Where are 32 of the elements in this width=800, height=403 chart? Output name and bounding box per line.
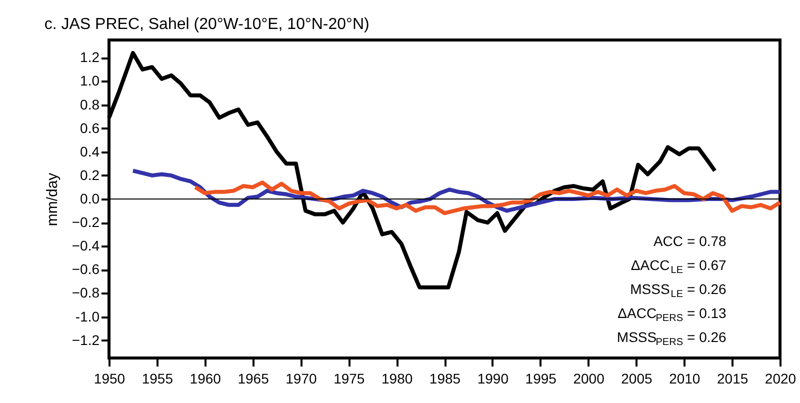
x-tick-label: 2010 — [669, 370, 700, 386]
y-tick-label: 1.2 — [80, 49, 100, 66]
x-tick-label: 1970 — [286, 370, 317, 386]
x-tick-label: 1955 — [142, 370, 174, 386]
y-tick-label: 0.2 — [80, 166, 100, 183]
x-tick-label: 1980 — [381, 370, 413, 386]
x-tick-label: 2000 — [573, 370, 605, 386]
y-tick-label: −0.6 — [72, 261, 100, 278]
y-tick-label: 0.6 — [80, 120, 100, 136]
annotation: ACC = 0.78 — [653, 233, 727, 249]
x-tick-label: 2015 — [716, 370, 748, 386]
x-tick-label: 1995 — [525, 370, 557, 386]
x-tick-label: 2005 — [621, 370, 652, 386]
x-tick-label: 1975 — [334, 370, 365, 386]
chart-title: c. JAS PREC, Sahel (20°W-10°E, 10°N-20°N) — [44, 16, 370, 33]
x-tick-label: 1985 — [429, 370, 461, 386]
y-tick-label: −0.8 — [72, 284, 100, 301]
line-series — [193, 180, 782, 216]
y-tick-label: 0.8 — [80, 96, 100, 112]
x-tick-label: 1960 — [190, 370, 222, 386]
y-tick-label: 0.0 — [80, 190, 100, 206]
y-tick-label: −0.2 — [72, 214, 100, 230]
y-tick-label: −0.4 — [72, 238, 100, 254]
y-tick-label: 0.4 — [80, 143, 100, 160]
x-tick-label: 1990 — [477, 370, 509, 386]
y-tick-label: 1.0 — [80, 72, 100, 89]
x-tick-label: 1965 — [238, 370, 270, 386]
y-axis-title: mm/day — [44, 172, 61, 226]
y-tick-label: −1.2 — [72, 332, 100, 348]
x-tick-label: 2020 — [764, 370, 796, 386]
x-tick-label: 1950 — [94, 370, 126, 386]
y-tick-label: -1.0 — [75, 308, 100, 324]
